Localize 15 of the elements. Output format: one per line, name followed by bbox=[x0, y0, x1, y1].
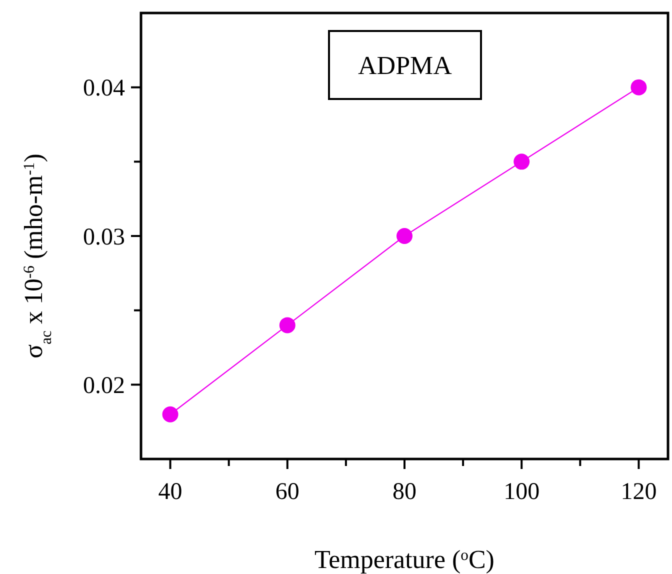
x-tick-label: 80 bbox=[392, 479, 416, 505]
x-tick-label: 60 bbox=[275, 479, 300, 505]
y-tick-label: 0.03 bbox=[83, 224, 125, 250]
x-tick-label: 120 bbox=[620, 479, 657, 505]
x-tick-label: 100 bbox=[504, 479, 540, 505]
point bbox=[279, 317, 296, 334]
point bbox=[396, 228, 412, 244]
y-tick-label: 0.02 bbox=[83, 373, 125, 400]
x-axis-title: Temperature ($^{o}$C) bbox=[314, 545, 494, 574]
y-tick-label: 0.04 bbox=[83, 76, 125, 102]
point bbox=[630, 79, 647, 96]
annotation: ADPMA bbox=[358, 51, 452, 80]
x-tick-label: 40 bbox=[158, 479, 182, 505]
point bbox=[514, 154, 530, 170]
point bbox=[162, 406, 178, 422]
